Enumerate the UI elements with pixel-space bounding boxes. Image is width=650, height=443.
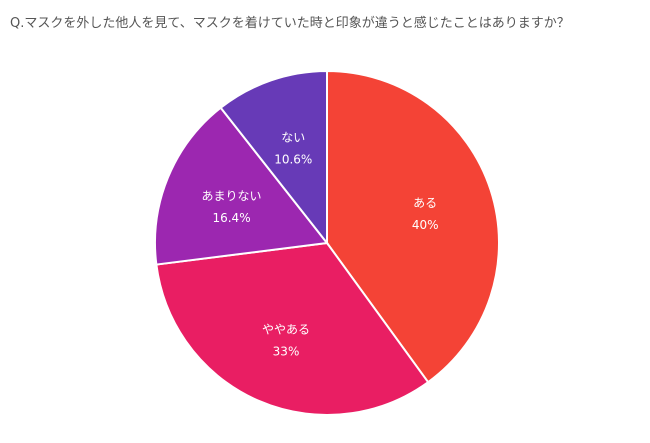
slice-value-3: 16.4% <box>212 211 250 225</box>
pie-slice-1 <box>326 69 500 384</box>
chart-title: Q.マスクを外した他人を見て、マスクを着けていた時と印象が違うと感じたことはあり… <box>10 16 570 31</box>
pie-slice-2 <box>155 241 430 416</box>
slice-value-1: 40% <box>412 218 439 232</box>
slice-value-2: 33% <box>273 345 300 359</box>
slice-label-3: あまりない <box>202 189 262 203</box>
slice-label-2: ややある <box>262 323 310 337</box>
pie-slice-4 <box>219 69 328 246</box>
pie-slice-3 <box>154 106 329 266</box>
slice-label-1: ある <box>413 196 437 210</box>
slice-label-4: ない <box>281 130 305 144</box>
slice-value-4: 10.6% <box>274 152 312 166</box>
